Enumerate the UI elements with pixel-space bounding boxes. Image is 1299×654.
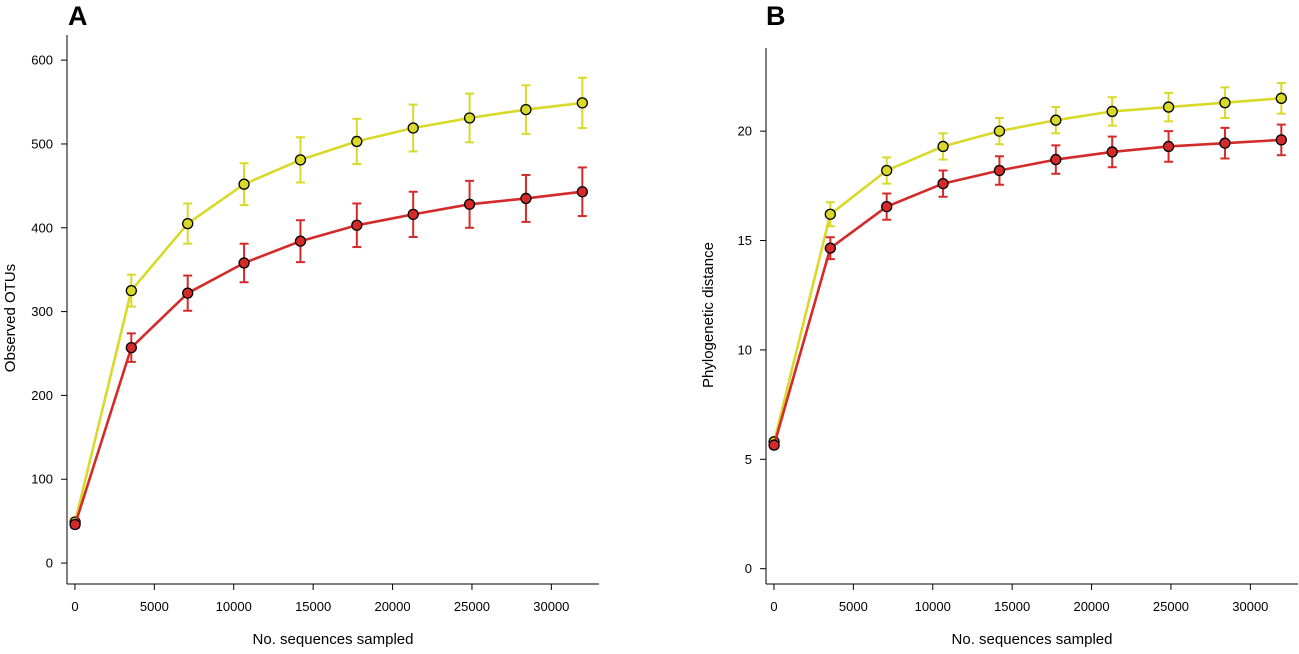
data-point: [351, 219, 363, 231]
x-tick-label: 15000: [295, 599, 331, 614]
data-point: [937, 140, 949, 153]
data-point: [182, 287, 194, 299]
x-tick-label: 0: [71, 599, 78, 614]
data-point: [576, 97, 588, 109]
data-point: [993, 164, 1006, 177]
y-tick-label: 600: [31, 53, 53, 68]
data-point: [824, 208, 836, 220]
y-tick-label: 5: [745, 452, 752, 467]
series-red: [69, 166, 588, 531]
data-point: [69, 518, 81, 531]
data-point: [576, 186, 588, 198]
x-tick-label: 25000: [1153, 599, 1189, 614]
data-point: [1162, 140, 1175, 153]
data-point: [125, 284, 137, 297]
y-tick-label: 500: [31, 136, 53, 151]
x-tick-label: 15000: [994, 599, 1030, 614]
data-point: [1219, 137, 1231, 149]
data-point: [407, 122, 419, 134]
series-line-yellow: [772, 97, 1282, 443]
data-point: [520, 192, 532, 205]
data-point: [768, 439, 780, 451]
data-point: [520, 103, 532, 116]
data-point: [294, 154, 307, 166]
x-axis-title: No. sequences sampled: [952, 631, 1113, 648]
x-tick-label: 10000: [216, 599, 252, 614]
y-tick-label: 100: [31, 472, 53, 487]
y-tick-label: 15: [738, 233, 752, 248]
x-tick-label: 5000: [839, 599, 868, 614]
panel-label: B: [766, 1, 786, 31]
data-point: [881, 164, 893, 177]
y-tick-label: 20: [738, 124, 752, 139]
data-point: [993, 125, 1006, 137]
y-tick-label: 0: [46, 556, 53, 571]
data-point: [238, 257, 250, 269]
x-tick-label: 30000: [1232, 599, 1268, 614]
x-tick-label: 0: [770, 599, 777, 614]
data-point: [1106, 146, 1118, 158]
y-tick-label: 200: [31, 388, 53, 403]
series-red: [768, 123, 1287, 451]
x-tick-label: 30000: [533, 599, 569, 614]
panel-a: A No. sequences sampled Observed OTUs 0 1…: [2, 1, 599, 648]
series-line-red: [772, 138, 1282, 446]
data-point: [824, 242, 836, 254]
data-point: [294, 235, 307, 247]
data-point: [1106, 105, 1118, 118]
data-point: [238, 178, 250, 190]
y-tick-label: 400: [31, 220, 53, 235]
data-point: [937, 177, 949, 190]
data-point: [463, 112, 476, 124]
series-yellow: [768, 82, 1287, 448]
panel-label: A: [68, 1, 88, 31]
y-tick-label: 300: [31, 304, 53, 319]
data-point: [1219, 97, 1231, 109]
data-point: [1050, 153, 1062, 166]
data-point: [463, 198, 476, 210]
panel-b: B No. sequences sampled Phylogenetic dis…: [700, 1, 1298, 648]
x-tick-label: 20000: [374, 599, 410, 614]
data-point: [125, 341, 137, 354]
data-point: [1050, 114, 1062, 126]
data-point: [407, 208, 419, 221]
series-yellow: [69, 76, 588, 528]
data-point: [881, 200, 893, 213]
data-point: [351, 135, 363, 148]
y-axis-title: Observed OTUs: [2, 264, 19, 372]
y-tick-label: 10: [738, 342, 752, 357]
x-axis-title: No. sequences sampled: [253, 631, 414, 648]
series-line-yellow: [73, 101, 583, 523]
y-tick-label: 0: [745, 561, 752, 576]
y-axis-title: Phylogenetic distance: [700, 242, 717, 388]
data-point: [1275, 134, 1287, 146]
x-tick-label: 10000: [915, 599, 951, 614]
data-point: [182, 217, 194, 230]
x-tick-label: 20000: [1073, 599, 1109, 614]
series-line-red: [73, 190, 583, 525]
data-point: [1162, 101, 1175, 113]
data-point: [1275, 92, 1287, 104]
x-tick-label: 5000: [140, 599, 169, 614]
x-tick-label: 25000: [454, 599, 490, 614]
